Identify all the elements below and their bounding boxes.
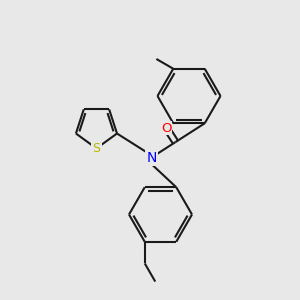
Text: O: O <box>161 122 172 135</box>
Text: S: S <box>92 142 101 155</box>
Text: N: N <box>146 151 157 164</box>
